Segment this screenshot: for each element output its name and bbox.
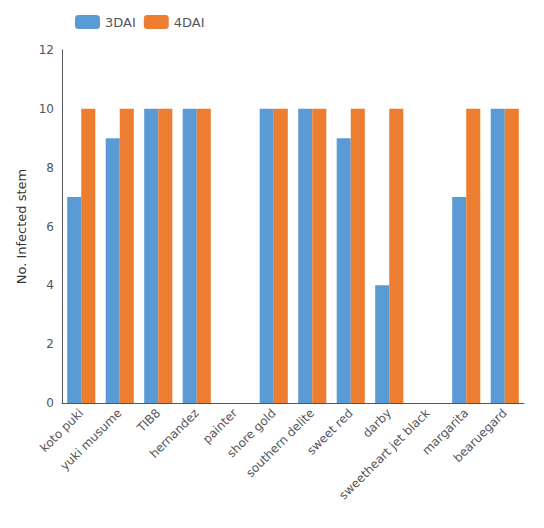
svg-text:sweet red: sweet red bbox=[304, 406, 356, 458]
svg-text:shore gold: shore gold bbox=[224, 406, 279, 461]
svg-text:2: 2 bbox=[46, 337, 54, 351]
svg-text:TIB8: TIB8 bbox=[134, 406, 163, 435]
svg-text:8: 8 bbox=[46, 161, 54, 175]
svg-text:koto puki: koto puki bbox=[37, 406, 87, 455]
svg-text:darby: darby bbox=[360, 406, 394, 440]
svg-text:4DAI: 4DAI bbox=[174, 15, 205, 30]
svg-text:12: 12 bbox=[39, 43, 54, 57]
svg-text:hernandez: hernandez bbox=[147, 406, 202, 461]
svg-text:3DAI: 3DAI bbox=[105, 15, 136, 30]
svg-text:4: 4 bbox=[46, 278, 54, 292]
svg-text:southern delite: southern delite bbox=[243, 406, 317, 480]
svg-text:margarita: margarita bbox=[419, 406, 472, 458]
svg-text:10: 10 bbox=[39, 102, 54, 116]
svg-text:yuki musume: yuki musume bbox=[58, 406, 125, 473]
svg-text:sweetheart jet black: sweetheart jet black bbox=[336, 406, 432, 502]
svg-text:No. Infected stem: No. Infected stem bbox=[14, 169, 29, 285]
svg-text:0: 0 bbox=[46, 396, 54, 410]
svg-text:painter: painter bbox=[200, 406, 241, 447]
svg-text:6: 6 bbox=[46, 220, 54, 234]
svg-text:bearuegard: bearuegard bbox=[451, 406, 510, 465]
